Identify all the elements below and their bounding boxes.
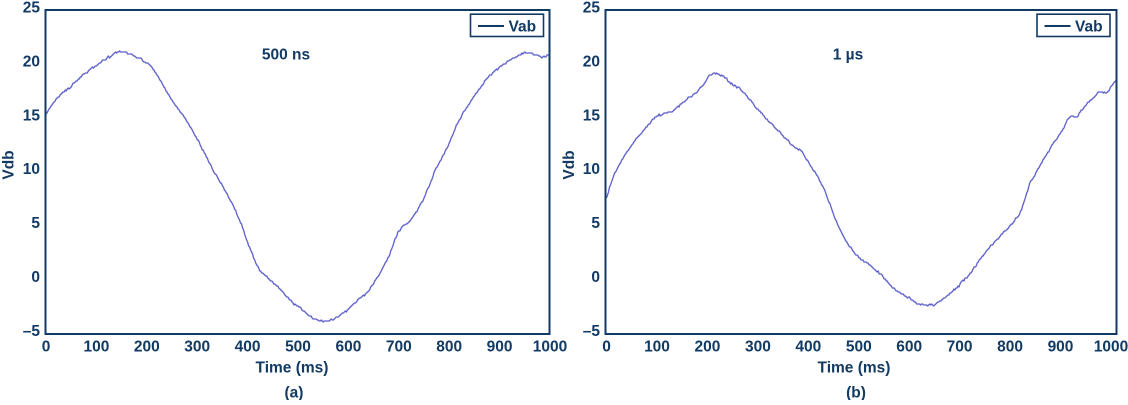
svg-text:20: 20 xyxy=(23,53,40,70)
svg-text:0: 0 xyxy=(591,269,600,286)
svg-text:Vab: Vab xyxy=(1075,18,1103,35)
svg-text:900: 900 xyxy=(487,339,513,356)
svg-text:500: 500 xyxy=(846,339,872,356)
svg-text:10: 10 xyxy=(23,161,40,178)
svg-text:5: 5 xyxy=(31,215,40,232)
svg-text:10: 10 xyxy=(583,161,600,178)
svg-text:(b): (b) xyxy=(846,385,866,401)
svg-text:300: 300 xyxy=(184,339,210,356)
svg-text:15: 15 xyxy=(583,107,601,124)
svg-text:5: 5 xyxy=(591,215,600,232)
svg-text:20: 20 xyxy=(583,53,600,70)
svg-text:1 µs: 1 µs xyxy=(833,47,863,64)
svg-text:0: 0 xyxy=(42,339,51,356)
svg-text:15: 15 xyxy=(23,107,41,124)
svg-text:Vab: Vab xyxy=(509,18,537,35)
svg-text:1000: 1000 xyxy=(1094,339,1128,356)
svg-text:Vdb: Vdb xyxy=(561,150,578,179)
svg-text:800: 800 xyxy=(436,339,462,356)
svg-text:0: 0 xyxy=(31,269,40,286)
svg-text:300: 300 xyxy=(745,339,771,356)
svg-text:0: 0 xyxy=(602,339,611,356)
svg-text:600: 600 xyxy=(896,339,922,356)
svg-text:700: 700 xyxy=(386,339,412,356)
svg-text:(a): (a) xyxy=(285,385,304,401)
svg-text:200: 200 xyxy=(134,339,160,356)
svg-text:Time (ms): Time (ms) xyxy=(818,360,891,377)
svg-text:25: 25 xyxy=(583,0,601,17)
svg-text:400: 400 xyxy=(235,339,261,356)
svg-text:500 ns: 500 ns xyxy=(262,47,310,64)
svg-text:Vdb: Vdb xyxy=(1,150,18,179)
svg-text:25: 25 xyxy=(23,0,41,17)
svg-text:600: 600 xyxy=(335,339,361,356)
svg-text:500: 500 xyxy=(285,339,311,356)
svg-text:800: 800 xyxy=(997,339,1023,356)
svg-text:900: 900 xyxy=(1048,339,1074,356)
svg-text:–5: –5 xyxy=(23,323,41,340)
svg-text:1000: 1000 xyxy=(533,339,567,356)
svg-text:400: 400 xyxy=(795,339,821,356)
svg-text:700: 700 xyxy=(947,339,973,356)
svg-text:–5: –5 xyxy=(583,323,601,340)
svg-text:200: 200 xyxy=(694,339,720,356)
svg-text:Time (ms): Time (ms) xyxy=(256,360,329,377)
svg-text:100: 100 xyxy=(83,339,109,356)
svg-text:100: 100 xyxy=(644,339,670,356)
